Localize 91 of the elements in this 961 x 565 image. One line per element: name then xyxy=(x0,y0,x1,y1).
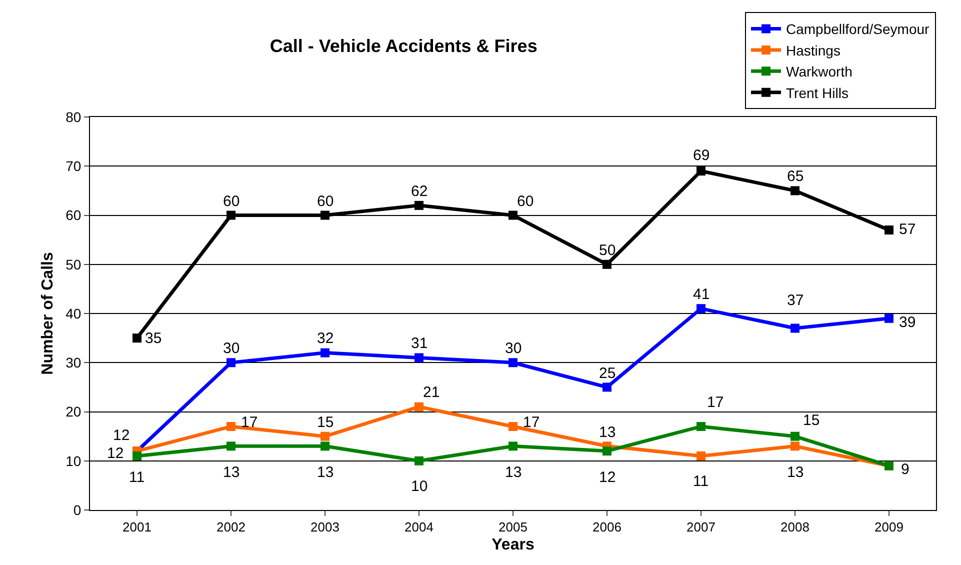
point xyxy=(508,210,518,220)
x-tick-label: 2004 xyxy=(404,520,434,535)
data-label: 12 xyxy=(113,427,130,444)
data-label: 12 xyxy=(599,469,616,486)
y-tick-label: 20 xyxy=(66,404,82,420)
point xyxy=(790,442,800,451)
data-label: 10 xyxy=(411,478,428,495)
data-label: 15 xyxy=(317,414,334,431)
data-label: 37 xyxy=(787,292,804,309)
point xyxy=(132,334,142,343)
data-label: 12 xyxy=(107,445,124,462)
point xyxy=(696,304,706,314)
point xyxy=(696,451,706,460)
x-axis-title: Years xyxy=(492,536,534,554)
y-tick-label: 40 xyxy=(66,305,82,322)
point xyxy=(602,260,612,269)
data-label: 60 xyxy=(317,193,334,210)
y-tick-label: 80 xyxy=(66,108,82,125)
data-label: 30 xyxy=(223,340,240,357)
x-tick-label: 2007 xyxy=(686,520,716,535)
point xyxy=(790,186,800,196)
data-label: 65 xyxy=(787,168,804,185)
data-label: 32 xyxy=(317,330,334,347)
x-tick-label: 2006 xyxy=(592,520,622,535)
data-label: 50 xyxy=(599,242,616,259)
x-tick-label: 2008 xyxy=(780,520,810,535)
point xyxy=(508,422,518,431)
data-label: 11 xyxy=(693,473,709,490)
point xyxy=(696,166,706,176)
point xyxy=(414,402,424,412)
data-label: 21 xyxy=(423,384,440,401)
data-label: 62 xyxy=(411,183,428,200)
point xyxy=(132,451,142,460)
y-tick-label: 10 xyxy=(66,452,82,469)
point xyxy=(790,432,800,441)
y-tick-label: 70 xyxy=(66,158,82,174)
point xyxy=(790,324,800,333)
point xyxy=(226,210,236,220)
point xyxy=(320,210,330,220)
point xyxy=(320,432,330,441)
y-tick-label: 0 xyxy=(73,502,82,518)
legend-label: Hastings xyxy=(786,42,840,58)
point xyxy=(226,358,236,368)
data-label: 31 xyxy=(411,335,428,352)
y-tick-label: 60 xyxy=(66,207,82,224)
y-tick-label: 50 xyxy=(66,256,82,272)
legend-label: Campbellford/Seymour xyxy=(786,21,930,38)
y-tick-label: 30 xyxy=(66,354,82,371)
point xyxy=(884,225,894,234)
data-label: 57 xyxy=(899,221,916,238)
data-label: 13 xyxy=(505,464,522,481)
point xyxy=(696,422,706,431)
point xyxy=(320,442,330,451)
point xyxy=(414,353,424,362)
point xyxy=(226,442,236,451)
data-label: 13 xyxy=(599,424,616,441)
data-label: 41 xyxy=(693,286,710,303)
data-label: 15 xyxy=(803,412,820,429)
point xyxy=(414,456,424,466)
point xyxy=(602,446,612,456)
data-label: 35 xyxy=(145,330,162,347)
data-label: 60 xyxy=(517,193,534,210)
data-label: 25 xyxy=(599,365,616,382)
legend-label: Trent Hills xyxy=(786,84,848,101)
chart-title: Call - Vehicle Accidents & Fires xyxy=(270,36,538,56)
data-label: 17 xyxy=(707,394,724,411)
data-label: 30 xyxy=(505,340,522,357)
x-tick-label: 2009 xyxy=(874,520,904,535)
x-tick-label: 2005 xyxy=(498,520,528,535)
data-label: 69 xyxy=(693,147,710,164)
point xyxy=(884,314,894,323)
y-axis-title: Number of Calls xyxy=(40,252,57,375)
x-tick-label: 2003 xyxy=(310,520,340,535)
data-label: 13 xyxy=(317,464,334,481)
point xyxy=(320,348,330,358)
x-tick-label: 2001 xyxy=(122,520,152,535)
point xyxy=(414,200,424,210)
data-label: 9 xyxy=(901,461,910,478)
data-label: 39 xyxy=(899,314,916,331)
data-label: 17 xyxy=(241,414,258,431)
point xyxy=(508,442,518,451)
point xyxy=(226,422,236,431)
data-label: 13 xyxy=(223,464,240,481)
point xyxy=(508,358,518,368)
legend-label: Warkworth xyxy=(786,64,852,80)
data-label: 17 xyxy=(523,414,540,431)
x-tick-label: 2002 xyxy=(216,520,246,535)
data-label: 11 xyxy=(129,469,145,486)
data-label: 13 xyxy=(787,464,804,481)
data-label: 60 xyxy=(223,193,240,210)
point xyxy=(602,382,612,392)
